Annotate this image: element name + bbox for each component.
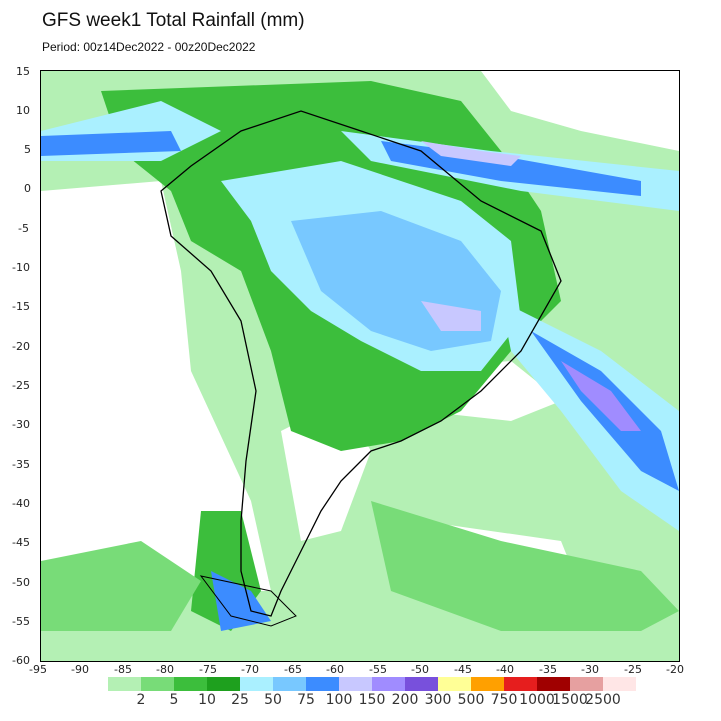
south-america-coastline — [160, 110, 562, 617]
legend-label: 200 — [391, 692, 419, 708]
y-tick-label: -45 — [12, 536, 30, 549]
legend-label: 750 — [490, 692, 518, 708]
x-tick-label: -40 — [496, 663, 514, 676]
legend-label: 150 — [358, 692, 386, 708]
rainfall-legend — [108, 677, 636, 691]
x-tick-label: -50 — [411, 663, 429, 676]
legend-label: 100 — [325, 692, 353, 708]
tierra-del-fuego-coastline — [199, 575, 297, 627]
rain-field-sacz — [501, 301, 679, 531]
legend-swatch — [174, 677, 207, 691]
legend-label: 25 — [231, 692, 249, 708]
y-tick-label: -10 — [12, 261, 30, 274]
legend-label: 5 — [169, 692, 179, 708]
map-title: GFS week1 Total Rainfall (mm) — [42, 10, 305, 31]
dry-area-atlantic-north — [481, 71, 679, 151]
legend-swatch — [471, 677, 504, 691]
x-tick-label: -70 — [241, 663, 259, 676]
x-tick-label: -80 — [156, 663, 174, 676]
y-tick-label: -15 — [12, 300, 30, 313]
legend-swatch — [438, 677, 471, 691]
x-tick-label: -85 — [114, 663, 132, 676]
legend-label: 2 — [136, 692, 146, 708]
legend-label: 300 — [424, 692, 452, 708]
legend-swatch — [372, 677, 405, 691]
legend-label: 50 — [264, 692, 282, 708]
legend-swatch — [141, 677, 174, 691]
legend-label: 2500 — [585, 692, 621, 708]
legend-label: 10 — [198, 692, 216, 708]
legend-swatch — [339, 677, 372, 691]
x-tick-label: -90 — [71, 663, 89, 676]
y-tick-label: -60 — [12, 654, 30, 667]
x-tick-label: -55 — [369, 663, 387, 676]
legend-swatch — [240, 677, 273, 691]
legend-swatch — [108, 677, 141, 691]
legend-swatch — [504, 677, 537, 691]
rain-field-south-band — [371, 501, 679, 631]
legend-swatch — [207, 677, 240, 691]
legend-swatch — [603, 677, 636, 691]
x-tick-label: -65 — [284, 663, 302, 676]
y-tick-label: -50 — [12, 576, 30, 589]
legend-swatch — [273, 677, 306, 691]
rain-field-sacz-200 — [561, 361, 641, 431]
x-tick-label: -20 — [666, 663, 684, 676]
y-tick-label: 5 — [24, 143, 31, 156]
rain-field-southwest — [41, 541, 201, 631]
legend-swatch — [537, 677, 570, 691]
y-tick-label: -40 — [12, 497, 30, 510]
legend-label: 500 — [457, 692, 485, 708]
legend-swatch — [570, 677, 603, 691]
dry-area-pacific — [41, 181, 271, 591]
y-tick-label: -25 — [12, 379, 30, 392]
legend-label: 1500 — [552, 692, 588, 708]
legend-swatch — [405, 677, 438, 691]
y-tick-label: 15 — [16, 65, 30, 78]
legend-label: 1000 — [519, 692, 555, 708]
x-tick-label: -75 — [199, 663, 217, 676]
x-tick-label: -30 — [581, 663, 599, 676]
x-tick-label: -45 — [454, 663, 472, 676]
period-subtitle: Period: 00z14Dec2022 - 00z20Dec2022 — [42, 40, 256, 54]
y-tick-label: 10 — [16, 104, 30, 117]
rain-field-chile-100 — [211, 571, 271, 631]
rain-field-pacific-100 — [41, 131, 181, 156]
y-tick-label: -35 — [12, 458, 30, 471]
y-tick-label: 0 — [24, 182, 31, 195]
y-tick-label: -5 — [18, 222, 29, 235]
y-tick-label: -55 — [12, 615, 30, 628]
legend-label: 75 — [297, 692, 315, 708]
x-tick-label: -25 — [624, 663, 642, 676]
x-tick-label: -35 — [539, 663, 557, 676]
rainfall-map-canvas — [41, 71, 679, 661]
rain-field-central-150 — [421, 301, 481, 331]
y-tick-label: -30 — [12, 418, 30, 431]
x-tick-label: -95 — [29, 663, 47, 676]
legend-swatch — [306, 677, 339, 691]
y-tick-label: -20 — [12, 340, 30, 353]
x-tick-label: -60 — [326, 663, 344, 676]
rainfall-map — [40, 70, 680, 662]
rain-field-itcz-150 — [421, 141, 521, 166]
